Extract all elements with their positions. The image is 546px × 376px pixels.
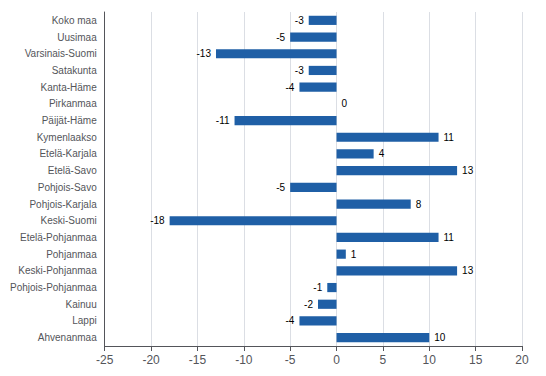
- svg-text:Etelä-Karjala: Etelä-Karjala: [39, 148, 97, 159]
- svg-text:-10: -10: [235, 353, 253, 367]
- svg-text:-15: -15: [189, 353, 207, 367]
- svg-text:-4: -4: [286, 82, 295, 93]
- svg-text:-18: -18: [150, 215, 165, 226]
- svg-text:15: 15: [469, 353, 483, 367]
- svg-text:-25: -25: [96, 353, 114, 367]
- svg-text:-20: -20: [142, 353, 160, 367]
- svg-text:0: 0: [342, 98, 348, 109]
- svg-text:Kymenlaakso: Kymenlaakso: [37, 132, 97, 143]
- svg-text:Kanta-Häme: Kanta-Häme: [41, 82, 98, 93]
- svg-text:-4: -4: [286, 315, 295, 326]
- svg-text:Pohjanmaa: Pohjanmaa: [46, 249, 97, 260]
- svg-text:Lappi: Lappi: [72, 315, 96, 326]
- svg-text:-2: -2: [304, 299, 313, 310]
- svg-text:-5: -5: [285, 353, 296, 367]
- svg-text:0: 0: [333, 353, 340, 367]
- svg-text:-3: -3: [295, 15, 304, 26]
- svg-text:11: 11: [444, 232, 455, 243]
- svg-text:Kainuu: Kainuu: [66, 299, 97, 310]
- svg-text:Varsinais-Suomi: Varsinais-Suomi: [25, 48, 97, 59]
- svg-text:-5: -5: [276, 182, 285, 193]
- svg-text:-13: -13: [197, 48, 212, 59]
- svg-text:1: 1: [351, 249, 357, 260]
- svg-text:Pohjois-Karjala: Pohjois-Karjala: [29, 199, 97, 210]
- svg-text:11: 11: [444, 132, 455, 143]
- svg-text:Pohjois-Savo: Pohjois-Savo: [38, 182, 97, 193]
- svg-text:Uusimaa: Uusimaa: [57, 32, 97, 43]
- svg-text:10: 10: [423, 353, 437, 367]
- svg-text:Satakunta: Satakunta: [52, 65, 97, 76]
- svg-text:13: 13: [462, 165, 474, 176]
- svg-text:-5: -5: [276, 32, 285, 43]
- svg-text:Päijät-Häme: Päijät-Häme: [42, 115, 97, 126]
- svg-text:4: 4: [379, 148, 385, 159]
- svg-text:Ahvenanmaa: Ahvenanmaa: [38, 332, 97, 343]
- svg-text:-3: -3: [295, 65, 304, 76]
- svg-text:Keski-Pohjanmaa: Keski-Pohjanmaa: [18, 265, 97, 276]
- svg-text:8: 8: [416, 199, 422, 210]
- svg-text:13: 13: [462, 265, 474, 276]
- svg-text:5: 5: [380, 353, 387, 367]
- svg-text:Pirkanmaa: Pirkanmaa: [49, 98, 97, 109]
- svg-text:Pohjois-Pohjanmaa: Pohjois-Pohjanmaa: [10, 282, 97, 293]
- svg-text:10: 10: [434, 332, 446, 343]
- svg-text:-1: -1: [313, 282, 322, 293]
- svg-text:Etelä-Savo: Etelä-Savo: [48, 165, 97, 176]
- svg-text:Keski-Suomi: Keski-Suomi: [41, 215, 97, 226]
- svg-text:Koko maa: Koko maa: [52, 15, 97, 26]
- svg-text:Etelä-Pohjanmaa: Etelä-Pohjanmaa: [20, 232, 97, 243]
- svg-text:20: 20: [515, 353, 529, 367]
- svg-text:-11: -11: [216, 115, 230, 126]
